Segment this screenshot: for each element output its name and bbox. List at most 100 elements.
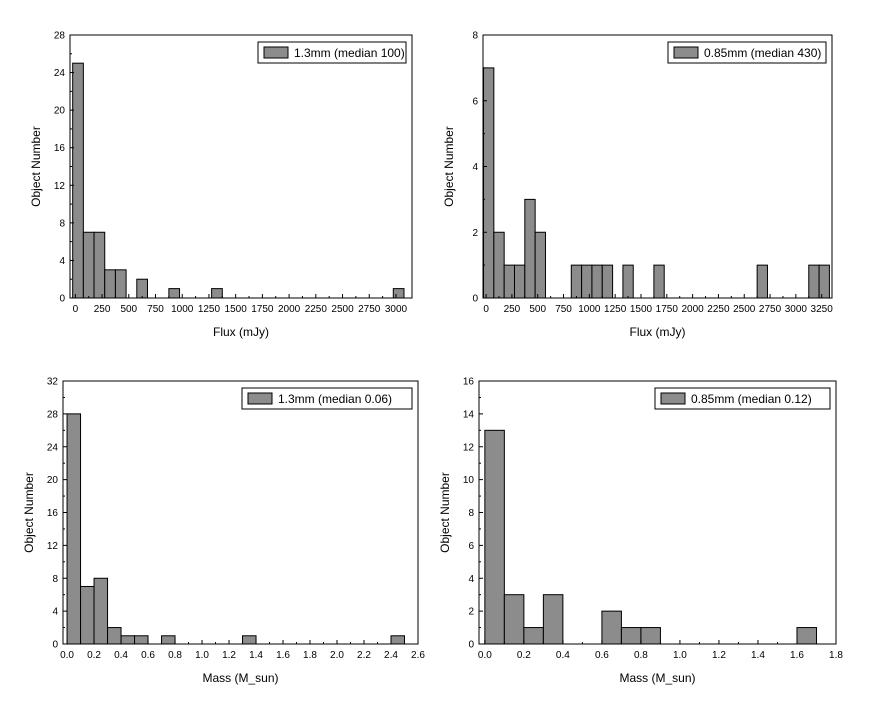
y-axis-label: Object Number <box>442 126 456 207</box>
legend-swatch <box>247 392 273 405</box>
y-tick-label: 4 <box>472 162 478 173</box>
histogram-bar <box>756 264 768 299</box>
y-tick-label: 32 <box>47 377 59 388</box>
x-tick-label: 1.8 <box>829 650 843 661</box>
y-tick-label: 24 <box>47 442 59 453</box>
y-tick-label: 14 <box>463 409 475 420</box>
y-tick-label: 6 <box>468 541 474 552</box>
legend-label: 0.85mm (median 430) <box>704 46 821 60</box>
histogram-bar <box>503 264 516 299</box>
x-tick-label: 500 <box>529 304 546 315</box>
y-tick-label: 10 <box>463 475 475 486</box>
x-tick-label: 1750 <box>656 304 679 315</box>
histogram-bar <box>534 231 546 299</box>
x-tick-label: 3000 <box>785 304 808 315</box>
x-tick-label: 2750 <box>358 304 381 315</box>
histogram-bar <box>513 264 526 299</box>
x-tick-label: 1250 <box>198 304 221 315</box>
y-tick-label: 8 <box>52 574 58 585</box>
histogram-bar <box>601 610 622 645</box>
x-tick-label: 0.6 <box>141 650 155 661</box>
x-axis-label: Mass (M_sun) <box>619 671 695 685</box>
histogram-bar <box>640 627 661 645</box>
y-tick-label: 16 <box>54 143 66 154</box>
x-tick-label: 1500 <box>225 304 248 315</box>
y-tick-label: 24 <box>54 68 66 79</box>
histogram-bar <box>818 264 830 299</box>
histogram-bar <box>104 269 116 299</box>
x-tick-label: 0.2 <box>87 650 101 661</box>
x-tick-label: 1.0 <box>195 650 209 661</box>
chart-panel-4: 0 2 4 6 8 10 12 14 16 0.0 0.2 0.4 0.6 0.8 1.0 1.2 1.4 1.6… <box>438 377 843 686</box>
y-tick-label: 8 <box>468 508 474 519</box>
x-tick-label: 1500 <box>630 304 653 315</box>
x-tick-label: 3000 <box>385 304 408 315</box>
histogram-bar <box>484 429 505 645</box>
legend-swatch <box>660 392 686 405</box>
x-tick-label: 250 <box>94 304 111 315</box>
x-tick-label: 2250 <box>305 304 328 315</box>
legend-box <box>257 41 407 64</box>
y-tick-label: 20 <box>54 106 66 117</box>
y-tick-label: 2 <box>468 607 474 618</box>
x-tick-label: 1750 <box>251 304 274 315</box>
histogram-bar <box>653 264 665 299</box>
y-tick-label: 16 <box>463 377 475 388</box>
x-tick-label: 1.6 <box>790 650 804 661</box>
histogram-bar <box>134 635 149 645</box>
y-tick-label: 12 <box>463 442 475 453</box>
x-tick-label: 0 <box>73 304 79 315</box>
y-tick-label: 8 <box>472 31 478 42</box>
histogram-bar <box>620 627 642 645</box>
y-axis-label: Object Number <box>438 472 452 553</box>
x-tick-label: 2.6 <box>411 650 425 661</box>
x-tick-label: 0.8 <box>168 650 182 661</box>
histogram-bar <box>93 577 109 645</box>
x-axis-label: Mass (M_sun) <box>202 671 278 685</box>
histogram-bar <box>107 627 122 645</box>
legend: 0.85mm (median 430) <box>667 41 827 64</box>
x-tick-label: 1.2 <box>712 650 726 661</box>
legend: 1.3mm (median 0.06) <box>241 387 413 410</box>
plot-frame <box>69 34 413 299</box>
histogram-bar <box>211 288 223 299</box>
histogram-bar <box>808 264 820 299</box>
x-tick-label: 1.2 <box>222 650 236 661</box>
y-tick-label: 0 <box>468 640 474 651</box>
x-tick-label: 0.4 <box>114 650 128 661</box>
histogram-bar <box>542 594 564 645</box>
histogram-bar <box>82 231 95 299</box>
x-tick-label: 1000 <box>171 304 194 315</box>
legend-label: 0.85mm (median 0.12) <box>691 392 812 406</box>
y-tick-label: 6 <box>472 96 478 107</box>
x-tick-label: 2.0 <box>330 650 344 661</box>
histogram-bar <box>114 269 127 299</box>
y-tick-label: 28 <box>47 409 59 420</box>
histogram-bar <box>483 67 495 299</box>
x-axis-label: Flux (mJy) <box>213 325 269 339</box>
x-tick-label: 750 <box>147 304 164 315</box>
chart-panel-3: 0 4 8 12 16 20 24 28 32 0.0 0.2 0.4 0.6 0.8 1.0 1.2 1.4 1… <box>22 377 425 686</box>
histogram-bar <box>242 635 257 645</box>
legend-label: 1.3mm (median 0.06) <box>278 392 392 406</box>
x-tick-label: 1.4 <box>249 650 263 661</box>
x-tick-label: 1000 <box>578 304 601 315</box>
x-tick-label: 500 <box>120 304 137 315</box>
histogram-bar <box>136 278 148 299</box>
histogram-bar <box>80 585 95 645</box>
y-tick-label: 0 <box>52 640 58 651</box>
x-tick-label: 0 <box>483 304 489 315</box>
x-tick-label: 1.8 <box>303 650 317 661</box>
legend-box <box>654 387 831 410</box>
x-tick-label: 2.2 <box>357 650 371 661</box>
histogram-bar <box>591 264 603 299</box>
x-tick-label: 250 <box>504 304 521 315</box>
y-tick-label: 0 <box>59 294 65 305</box>
legend-swatch <box>263 46 289 59</box>
histogram-bar <box>66 413 82 645</box>
histogram-bar <box>161 635 176 645</box>
x-tick-label: 0.4 <box>556 650 570 661</box>
y-tick-label: 0 <box>472 294 478 305</box>
